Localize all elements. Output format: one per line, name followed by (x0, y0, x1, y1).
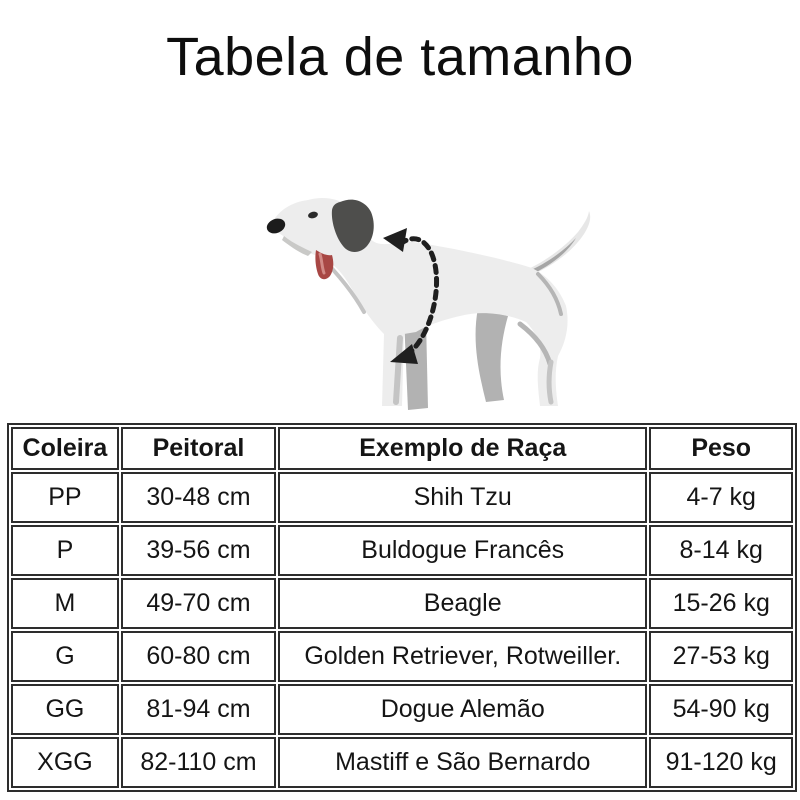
collar-size-cell: GG (11, 684, 119, 735)
dog-tail (526, 211, 591, 275)
girth-measure-arrow-icon (383, 228, 440, 364)
breed-example-cell: Beagle (278, 578, 648, 629)
table-row: PP 30-48 cm Shih Tzu 4-7 kg (11, 472, 793, 523)
weight-cell: 91-120 kg (649, 737, 793, 788)
table-row: P 39-56 cm Buldogue Francês 8-14 kg (11, 525, 793, 576)
collar-size-cell: XGG (11, 737, 119, 788)
collar-size-cell: M (11, 578, 119, 629)
page-title: Tabela de tamanho (166, 27, 634, 87)
dog-illustration (220, 148, 640, 426)
table-row: XGG 82-110 cm Mastiff e São Bernardo 91-… (11, 737, 793, 788)
dog-eye-icon (308, 211, 318, 219)
chest-size-cell: 81-94 cm (120, 684, 277, 735)
chest-size-cell: 82-110 cm (120, 737, 277, 788)
weight-cell: 54-90 kg (649, 684, 793, 735)
breed-example-cell: Golden Retriever, Rotweiller. (278, 631, 648, 682)
collar-size-cell: PP (11, 472, 119, 523)
chest-size-cell: 30-48 cm (120, 472, 277, 523)
weight-cell: 15-26 kg (649, 578, 793, 629)
table-row: G 60-80 cm Golden Retriever, Rotweiller.… (11, 631, 793, 682)
breed-example-cell: Mastiff e São Bernardo (278, 737, 648, 788)
column-header-raca: Exemplo de Raça (278, 427, 648, 470)
table-header-row: Coleira Peitoral Exemplo de Raça Peso (11, 427, 793, 470)
breed-example-cell: Buldogue Francês (278, 525, 648, 576)
weight-cell: 27-53 kg (649, 631, 793, 682)
column-header-peitoral: Peitoral (120, 427, 277, 470)
column-header-peso: Peso (649, 427, 793, 470)
dog-mouth (282, 236, 312, 256)
dog-body (270, 198, 568, 406)
dog-ear (331, 199, 374, 252)
table-row: GG 81-94 cm Dogue Alemão 54-90 kg (11, 684, 793, 735)
dog-far-hind-leg (475, 308, 508, 402)
column-header-coleira: Coleira (11, 427, 119, 470)
table-row: M 49-70 cm Beagle 15-26 kg (11, 578, 793, 629)
dog-tongue-highlight (318, 252, 326, 275)
chest-size-cell: 39-56 cm (120, 525, 277, 576)
weight-cell: 8-14 kg (649, 525, 793, 576)
chest-size-cell: 49-70 cm (120, 578, 277, 629)
size-table: Coleira Peitoral Exemplo de Raça Peso PP… (7, 423, 797, 792)
collar-size-cell: P (11, 525, 119, 576)
dog-illustration-svg (266, 198, 591, 410)
chest-size-cell: 60-80 cm (120, 631, 277, 682)
breed-example-cell: Dogue Alemão (278, 684, 648, 735)
dog-nose (266, 218, 286, 234)
breed-example-cell: Shih Tzu (278, 472, 648, 523)
collar-size-cell: G (11, 631, 119, 682)
weight-cell: 4-7 kg (649, 472, 793, 523)
